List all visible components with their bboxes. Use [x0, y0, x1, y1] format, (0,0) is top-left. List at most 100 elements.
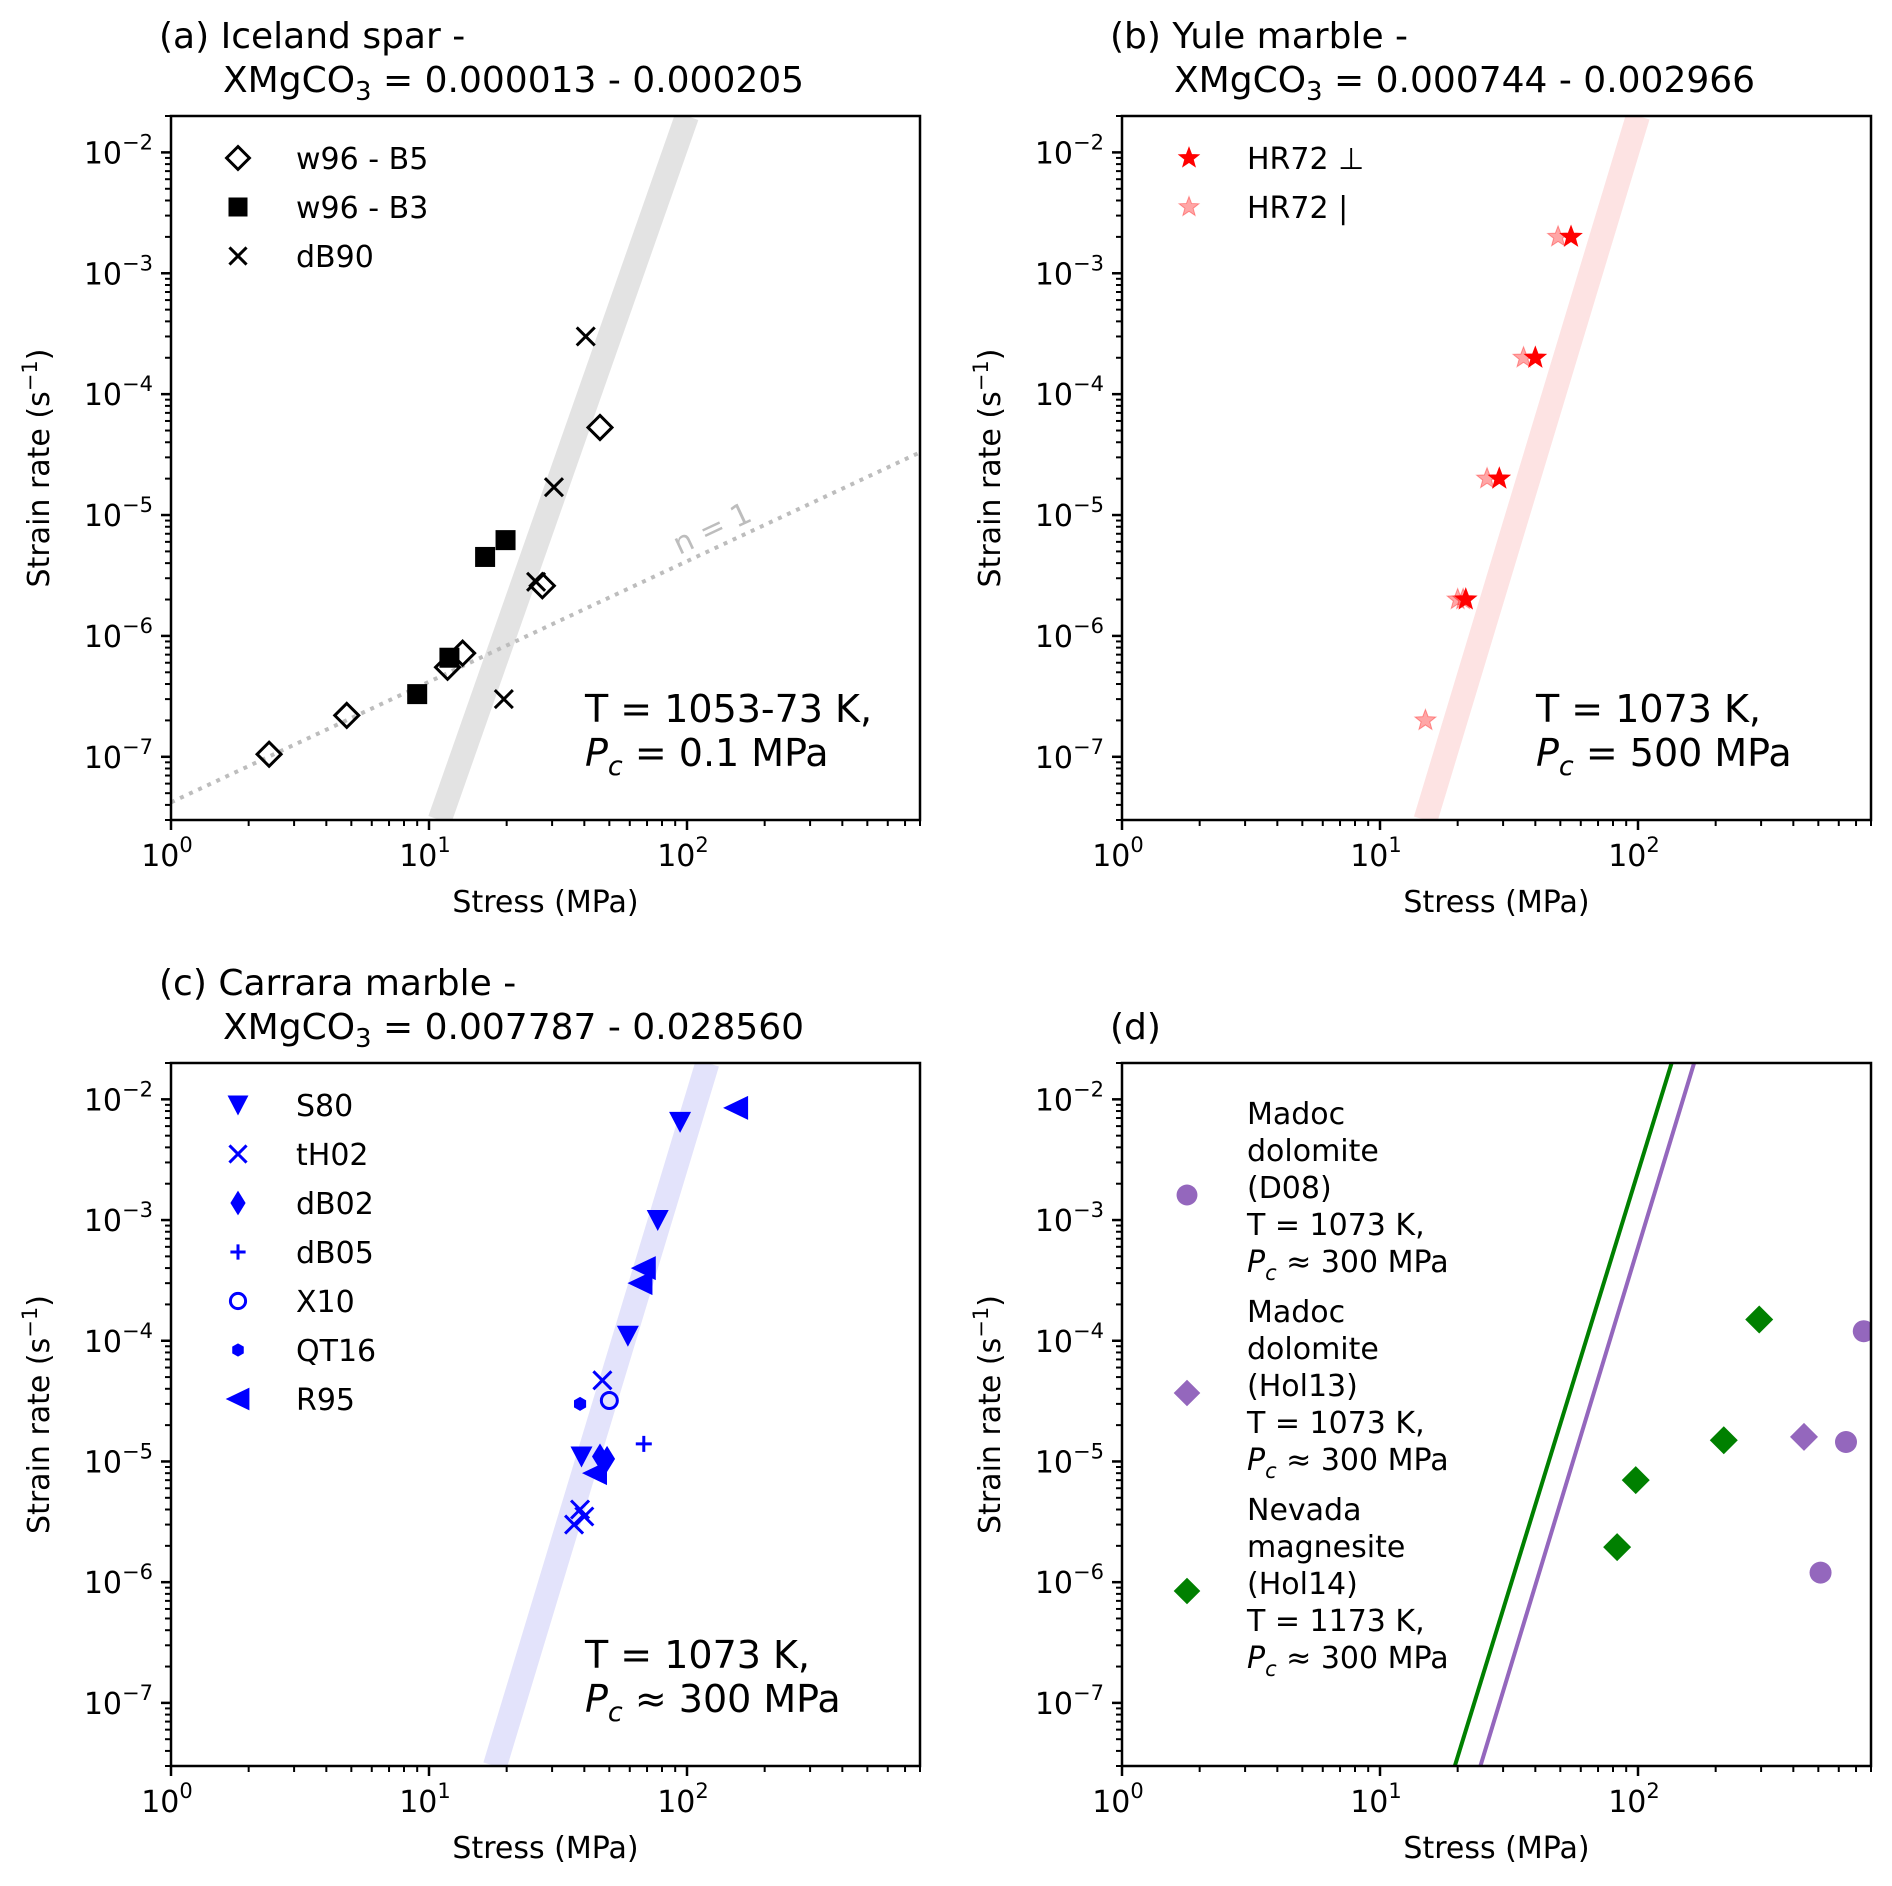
tick-base: 10	[1035, 1445, 1073, 1480]
tick-base: 10	[1035, 257, 1073, 292]
tick-exponent: 2	[695, 1779, 708, 1803]
title-formula: XMgCO	[223, 60, 355, 101]
tick-exponent: −7	[1073, 735, 1104, 759]
data-point	[407, 684, 428, 705]
tick-exponent: 2	[1646, 1779, 1659, 1803]
data-point	[635, 1435, 652, 1452]
legend-marker	[228, 1144, 248, 1164]
data-point	[439, 647, 460, 668]
series-th02	[564, 1370, 613, 1535]
ylabel-text: Strain rate (s	[973, 1338, 1008, 1534]
data-point	[1790, 1422, 1819, 1451]
pressure-subscript: c	[1559, 751, 1574, 782]
data-point	[526, 571, 547, 592]
legend-label-line: T = 1073 K,	[1246, 1208, 1425, 1243]
tick-exponent: −6	[122, 1560, 153, 1584]
legend: w96 - B5 w96 - B3 dB90	[224, 142, 428, 275]
y-axis-label: Strain rate (s−1)	[969, 349, 1008, 588]
pressure-subscript: c	[608, 751, 623, 782]
tick-base: 10	[657, 839, 695, 874]
tick-base: 10	[84, 136, 122, 171]
legend-label-line: Madoc	[1247, 1097, 1345, 1132]
legend-marker	[1177, 146, 1201, 168]
legend-label-line: dolomite	[1247, 1332, 1379, 1367]
series-madoc-dolomite-d08-t-1073-k-pc-300-mpa	[1809, 1320, 1871, 1584]
title-line-2: XMgCO3 = 0.000744 - 0.002966	[1174, 60, 1755, 107]
legend-label: X10	[296, 1285, 355, 1320]
data-point	[573, 1396, 587, 1411]
y-tick-label: 10−2	[1035, 130, 1104, 171]
ylabel-text: Strain rate (s	[22, 391, 57, 587]
series-hr72	[1413, 224, 1570, 731]
tick-base: 10	[84, 1083, 122, 1118]
legend-label: dB90	[296, 240, 374, 275]
ylabel-end: )	[973, 1295, 1008, 1307]
tick-base: 10	[1035, 1325, 1073, 1360]
y-tick-label: 10−4	[1035, 1319, 1104, 1360]
tick-exponent: −6	[1073, 614, 1104, 638]
data-point	[1451, 587, 1475, 610]
axes-frame	[169, 114, 922, 822]
y-tick-label: 10−5	[1035, 493, 1104, 534]
pressure-symbol: P	[1536, 731, 1559, 775]
data-point	[564, 1514, 585, 1535]
tick-base: 10	[1350, 839, 1388, 874]
annotation-temperature: T = 1053-73 K,	[584, 687, 872, 731]
tick-base: 10	[1035, 1566, 1073, 1601]
y-tick-label: 10−3	[1035, 251, 1104, 292]
y-tick-label: 10−3	[84, 1198, 153, 1239]
legend-marker	[232, 1343, 244, 1357]
x-axis-label: Stress (MPa)	[1403, 885, 1589, 920]
legend-label-line: magnesite	[1247, 1530, 1405, 1565]
tick-base: 10	[657, 1785, 695, 1820]
annotation-temperature: T = 1073 K,	[1535, 687, 1761, 731]
y-axis-label: Strain rate (s−1)	[969, 1295, 1008, 1534]
y-tick-label: 10−6	[84, 1560, 153, 1601]
tick-exponent: 2	[1646, 833, 1659, 857]
data-point	[1475, 466, 1499, 489]
tick-base: 10	[84, 620, 122, 655]
tick-exponent: −3	[122, 251, 153, 275]
series-hr72	[1453, 224, 1583, 610]
title-formula: XMgCO	[223, 1007, 355, 1048]
tick-base: 10	[141, 839, 179, 874]
y-axis-label: Strain rate (s−1)	[18, 349, 57, 588]
ylabel-sup: −1	[969, 1307, 993, 1338]
title-range: = 0.000013 - 0.000205	[372, 60, 804, 101]
conditions-annotation: T = 1053-73 K,Pc = 0.1 MPa	[584, 687, 872, 782]
tick-exponent: −7	[1073, 1681, 1104, 1705]
tick-base: 10	[84, 741, 122, 776]
pressure-symbol: P	[1247, 1245, 1266, 1280]
fit-band	[1413, 116, 1650, 820]
legend-label-line: Madoc	[1247, 1295, 1345, 1330]
tick-base: 10	[1608, 1785, 1646, 1820]
tick-exponent: −6	[1073, 1560, 1104, 1584]
fit-band	[428, 116, 699, 820]
tick-base: 10	[141, 1785, 179, 1820]
data-point	[543, 477, 565, 498]
legend-label-line: Pc ≈ 300 MPa	[1247, 1245, 1449, 1285]
tick-exponent: −5	[122, 1439, 153, 1463]
legend-label: dB02	[296, 1187, 374, 1222]
tick-exponent: 0	[1130, 833, 1143, 857]
tick-base: 10	[84, 1566, 122, 1601]
y-tick-label: 10−7	[84, 1681, 153, 1722]
pressure-symbol: P	[1247, 1641, 1266, 1676]
legend-label: R95	[296, 1383, 355, 1418]
y-tick-label: 10−4	[1035, 372, 1104, 413]
legend-label: w96 - B5	[296, 142, 428, 177]
legend-marker	[225, 1387, 250, 1411]
y-tick-label: 10−5	[84, 1439, 153, 1480]
x-axis-label: Stress (MPa)	[1403, 1831, 1589, 1866]
pressure-symbol: P	[1247, 1443, 1266, 1478]
tick-base: 10	[1035, 1687, 1073, 1722]
annotation-pressure: Pc = 0.1 MPa	[585, 731, 829, 782]
series-qt16	[573, 1396, 587, 1411]
series-s80	[570, 1111, 692, 1468]
y-tick-label: 10−3	[84, 251, 153, 292]
legend-marker	[1176, 1184, 1198, 1206]
pressure-subscript: c	[1265, 1261, 1277, 1285]
